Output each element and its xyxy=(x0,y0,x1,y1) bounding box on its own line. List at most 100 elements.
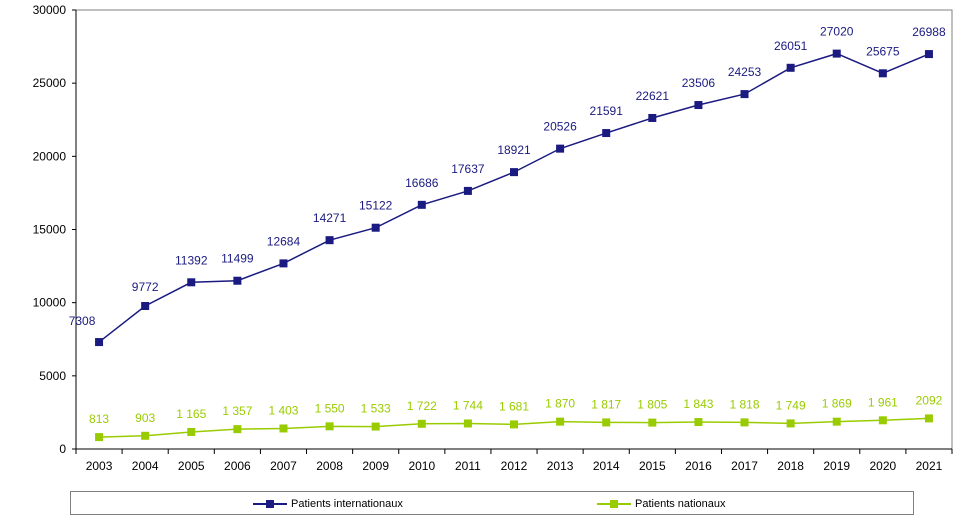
data-label-internationaux: 21591 xyxy=(590,104,624,118)
data-point-nationaux xyxy=(786,419,795,428)
legend-swatch-nationaux xyxy=(597,496,631,512)
data-label-nationaux: 1 817 xyxy=(591,397,621,411)
x-tick-label: 2019 xyxy=(823,459,850,473)
data-label-nationaux: 903 xyxy=(135,411,155,425)
data-point-internationaux xyxy=(648,113,657,122)
legend-item-nationaux: Patients nationaux xyxy=(597,496,726,512)
data-label-internationaux: 11392 xyxy=(175,253,208,267)
x-tick-label: 2007 xyxy=(270,459,297,473)
data-label-internationaux: 26051 xyxy=(774,39,808,53)
data-point-nationaux xyxy=(233,425,242,434)
data-point-nationaux xyxy=(141,431,150,440)
data-point-internationaux xyxy=(279,259,288,268)
x-tick-label: 2021 xyxy=(916,459,943,473)
x-tick-label: 2003 xyxy=(86,459,113,473)
data-label-internationaux: 12684 xyxy=(267,234,301,248)
data-label-nationaux: 2092 xyxy=(916,393,943,407)
data-label-internationaux: 20526 xyxy=(543,120,577,134)
x-tick-label: 2009 xyxy=(362,459,389,473)
data-label-nationaux: 1 357 xyxy=(222,404,252,418)
legend-item-internationaux: Patients internationaux xyxy=(253,496,403,512)
data-label-nationaux: 1 818 xyxy=(730,397,760,411)
data-label-nationaux: 1 550 xyxy=(315,401,345,415)
data-point-internationaux xyxy=(187,278,196,287)
x-tick-label: 2006 xyxy=(224,459,251,473)
data-label-internationaux: 7308 xyxy=(69,314,96,328)
data-point-internationaux xyxy=(878,69,887,78)
data-point-nationaux xyxy=(740,418,749,427)
data-point-internationaux xyxy=(371,223,380,232)
data-label-nationaux: 1 744 xyxy=(453,398,483,412)
data-label-internationaux: 26988 xyxy=(912,25,946,39)
x-tick-label: 2010 xyxy=(408,459,435,473)
data-label-internationaux: 27020 xyxy=(820,25,854,39)
data-label-nationaux: 1 165 xyxy=(176,407,206,421)
data-label-internationaux: 25675 xyxy=(866,44,900,58)
axes: 0 5000 10000 15000 20000 25000 30000 2003 2004 20… xyxy=(33,3,953,473)
y-tick-label: 5000 xyxy=(39,369,66,383)
series-line-internationaux xyxy=(98,52,930,343)
data-label-nationaux: 1 805 xyxy=(637,398,667,412)
data-point-internationaux xyxy=(924,50,933,59)
data-point-internationaux xyxy=(141,302,150,311)
data-label-internationaux: 23506 xyxy=(682,76,716,90)
data-point-nationaux xyxy=(602,418,611,427)
data-point-nationaux xyxy=(878,416,887,425)
x-tick-label: 2020 xyxy=(869,459,896,473)
data-label-internationaux: 17637 xyxy=(451,162,485,176)
data-point-nationaux xyxy=(924,414,933,423)
x-tick-label: 2016 xyxy=(685,459,712,473)
legend-label-internationaux: Patients internationaux xyxy=(291,498,403,510)
data-point-internationaux xyxy=(233,276,242,285)
y-tick-label: 30000 xyxy=(33,3,67,17)
series-layer xyxy=(95,49,933,442)
data-point-nationaux xyxy=(694,418,703,427)
data-label-nationaux: 1 722 xyxy=(407,399,437,413)
data-point-internationaux xyxy=(786,63,795,72)
data-label-nationaux: 1 843 xyxy=(683,397,713,411)
legend-label-nationaux: Patients nationaux xyxy=(635,498,726,510)
data-label-nationaux: 813 xyxy=(89,412,109,426)
y-tick-label: 10000 xyxy=(33,296,67,310)
plot-area-border xyxy=(75,9,953,450)
legend: Patients internationaux Patients nationa… xyxy=(70,491,914,515)
x-tick-label: 2005 xyxy=(178,459,205,473)
data-point-nationaux xyxy=(463,419,472,428)
data-point-nationaux xyxy=(556,417,565,426)
data-label-nationaux: 1 961 xyxy=(868,395,898,409)
x-tick-label: 2014 xyxy=(593,459,620,473)
data-label-internationaux: 11499 xyxy=(221,252,254,266)
data-point-internationaux xyxy=(832,49,841,58)
x-tick-label: 2011 xyxy=(455,459,481,473)
data-label-nationaux: 1 749 xyxy=(776,398,806,412)
data-point-nationaux xyxy=(832,417,841,426)
x-tick-label: 2013 xyxy=(547,459,574,473)
data-point-internationaux xyxy=(463,186,472,195)
data-point-internationaux xyxy=(602,129,611,138)
data-label-internationaux: 24253 xyxy=(728,65,762,79)
x-tick-label: 2012 xyxy=(501,459,528,473)
data-label-nationaux: 1 681 xyxy=(499,399,529,413)
x-tick-label: 2015 xyxy=(639,459,666,473)
data-point-nationaux xyxy=(417,419,426,428)
x-tick-label: 2017 xyxy=(731,459,758,473)
data-point-nationaux xyxy=(510,420,518,429)
y-tick-label: 20000 xyxy=(33,149,67,163)
data-point-internationaux xyxy=(95,338,104,347)
data-point-nationaux xyxy=(325,422,334,431)
data-point-nationaux xyxy=(648,418,657,427)
data-label-nationaux: 1 403 xyxy=(268,403,298,417)
data-point-nationaux xyxy=(187,427,196,436)
data-point-internationaux xyxy=(740,90,749,99)
data-label-nationaux: 1 533 xyxy=(361,402,391,416)
x-tick-label: 2018 xyxy=(777,459,804,473)
data-point-internationaux xyxy=(556,144,565,153)
data-point-nationaux xyxy=(279,424,288,433)
data-point-nationaux xyxy=(95,433,104,442)
data-label-internationaux: 18921 xyxy=(497,143,531,157)
data-label-internationaux: 22621 xyxy=(636,89,670,103)
data-point-internationaux xyxy=(694,101,703,110)
data-label-internationaux: 14271 xyxy=(313,211,347,225)
data-point-nationaux xyxy=(371,422,380,431)
data-label-internationaux: 15122 xyxy=(359,199,393,213)
